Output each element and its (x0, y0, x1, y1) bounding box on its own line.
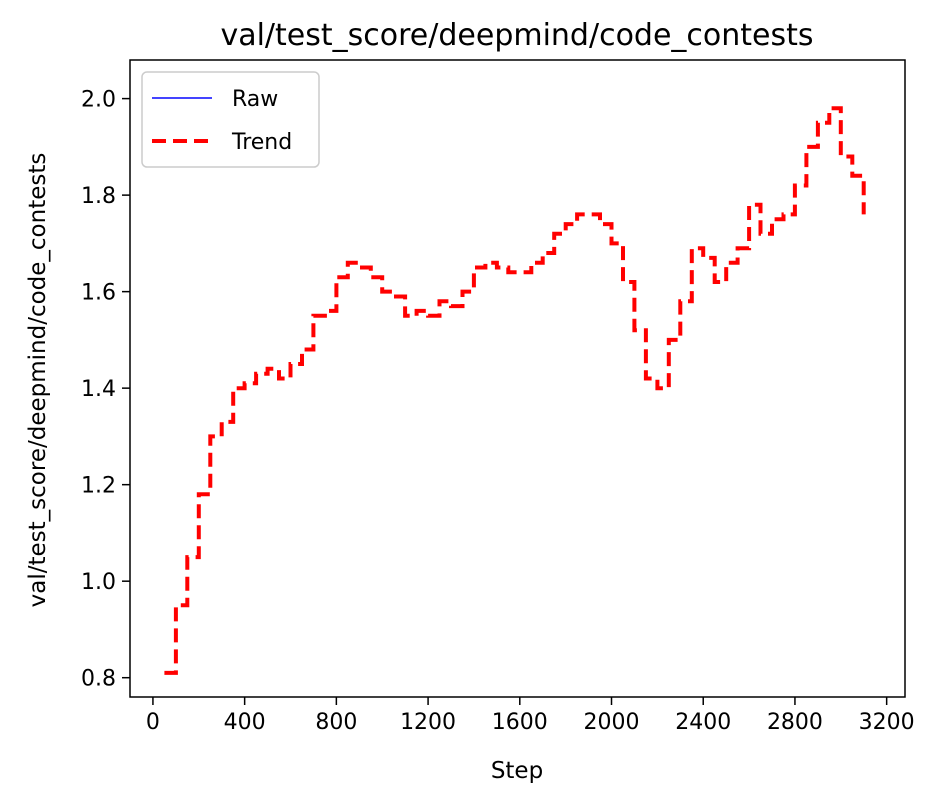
y-tick-label: 1.8 (81, 184, 116, 209)
legend-trend-label: Trend (231, 130, 292, 155)
legend-box (141, 71, 320, 168)
series-line-trend (164, 106, 866, 675)
x-tick-label: 2400 (675, 710, 731, 735)
y-tick-label: 1.0 (81, 570, 116, 595)
x-tick-label: 1200 (400, 710, 456, 735)
axes-frame (129, 59, 906, 698)
x-tick-label: 0 (146, 710, 160, 735)
x-tick-label: 3200 (859, 710, 915, 735)
x-axis: 0 400 800 1200 1600 2000 2400 2800 3200 (146, 697, 915, 735)
y-tick-label: 1.6 (81, 281, 116, 306)
y-axis: 0.8 1.0 1.2 1.4 1.6 1.8 2.0 (81, 88, 130, 692)
x-tick-label: 400 (224, 710, 266, 735)
y-axis-label: val/test_score/deepmind/code_contests (25, 153, 51, 608)
x-tick-label: 800 (315, 710, 357, 735)
y-tick-label: 2.0 (81, 88, 116, 113)
x-tick-label: 2800 (767, 710, 823, 735)
y-tick-label: 1.2 (81, 474, 116, 499)
x-tick-label: 2000 (584, 710, 640, 735)
x-tick-label: 1600 (492, 710, 548, 735)
plot-area (164, 106, 866, 675)
legend: Raw Trend (141, 71, 320, 168)
legend-raw-label: Raw (232, 87, 278, 112)
chart-title: val/test_score/deepmind/code_contests (220, 18, 813, 53)
x-axis-label: Step (491, 758, 543, 784)
y-tick-label: 1.4 (81, 377, 116, 402)
y-tick-label: 0.8 (81, 667, 116, 692)
